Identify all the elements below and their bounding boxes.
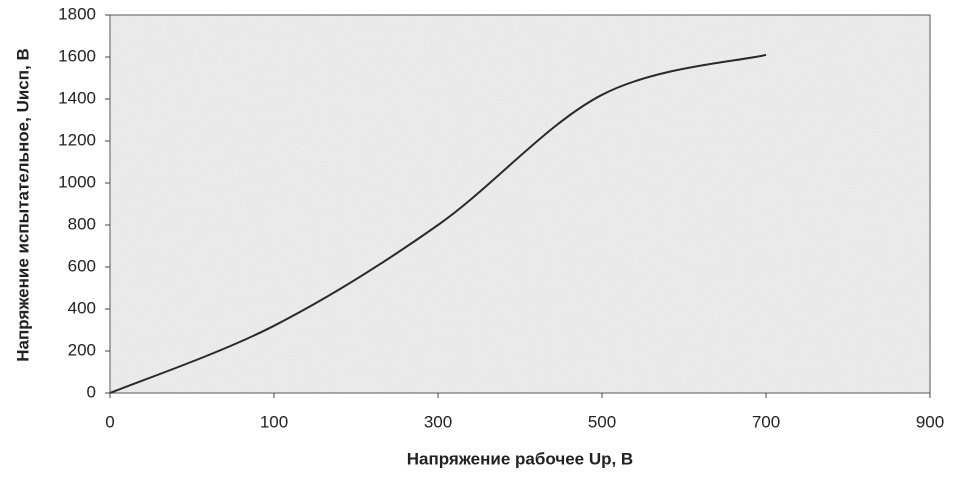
y-tick-label: 1800	[58, 4, 96, 23]
y-tick-label: 800	[68, 214, 96, 233]
plot-texture	[110, 15, 930, 393]
x-tick-label: 700	[752, 412, 780, 431]
x-tick-label: 900	[916, 412, 944, 431]
y-tick-label: 200	[68, 340, 96, 359]
x-axis-title: Напряжение рабочее Up, В	[407, 449, 633, 468]
y-tick-label: 1400	[58, 88, 96, 107]
y-tick-label: 600	[68, 256, 96, 275]
y-axis-title: Напряжение испытательное, Uисп, В	[13, 48, 32, 362]
y-tick-label: 1600	[58, 46, 96, 65]
x-tick-label: 300	[424, 412, 452, 431]
line-series	[109, 53, 767, 394]
y-tick-label: 0	[87, 382, 96, 401]
x-tick-label: 0	[105, 412, 114, 431]
x-tick-label: 100	[260, 412, 288, 431]
y-tick-label: 1200	[58, 130, 96, 149]
x-tick-label: 500	[588, 412, 616, 431]
y-tick-label: 1000	[58, 172, 96, 191]
y-tick-label: 400	[68, 298, 96, 317]
